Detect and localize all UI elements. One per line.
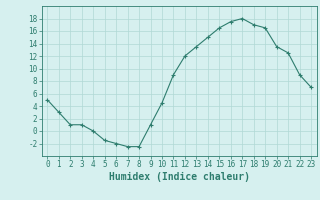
X-axis label: Humidex (Indice chaleur): Humidex (Indice chaleur) [109,172,250,182]
